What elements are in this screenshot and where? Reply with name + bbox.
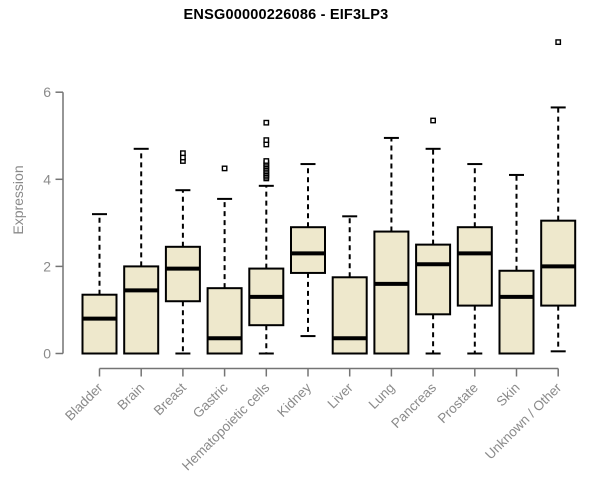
outlier-point [221, 165, 228, 172]
iqr-box [206, 287, 243, 355]
boxplot-unknown-other [540, 39, 577, 353]
x-tick-label-prostate: Prostate [435, 380, 481, 426]
boxplot-breast [164, 150, 201, 355]
iqr-box [498, 269, 535, 355]
boxplot-brain [123, 147, 160, 355]
iqr-box [81, 293, 118, 355]
boxplot-hematopoietic-cells [248, 119, 285, 355]
boxplot-prostate [456, 163, 493, 355]
boxplot-liver [331, 215, 368, 355]
x-tick-label-unknown-other: Unknown / Other [482, 380, 565, 463]
boxplot-kidney [290, 163, 326, 338]
iqr-box [290, 226, 326, 274]
outlier-point [555, 39, 562, 46]
boxplot-gastric [206, 165, 243, 355]
x-tick-label-kidney: Kidney [274, 380, 314, 420]
y-tick-label: 2 [43, 258, 51, 274]
x-tick-label-bladder: Bladder [62, 380, 106, 424]
x-tick-label-brain: Brain [114, 380, 147, 413]
outlier-point [263, 119, 270, 126]
iqr-box [123, 265, 160, 355]
chart-title: ENSG00000226086 - EIF3LP3 [183, 7, 389, 23]
boxplot-bladder [81, 213, 118, 355]
boxplot-lung [373, 136, 410, 355]
boxplot-pancreas [415, 117, 452, 355]
y-tick-label: 4 [43, 171, 51, 187]
outlier-point [179, 150, 186, 157]
iqr-box [415, 243, 452, 316]
y-tick-label: 6 [43, 84, 51, 100]
iqr-box [540, 219, 577, 307]
x-tick-label-lung: Lung [366, 380, 398, 412]
x-tick-label-breast: Breast [151, 380, 189, 418]
x-tick-label-pancreas: Pancreas [388, 380, 439, 431]
iqr-box [456, 226, 493, 307]
y-tick-label: 0 [43, 346, 51, 362]
boxplot-skin [498, 173, 535, 355]
outlier-point [263, 137, 270, 144]
iqr-box [373, 230, 410, 355]
iqr-box [331, 276, 368, 355]
outlier-point [263, 158, 270, 164]
iqr-box [164, 245, 201, 303]
x-tick-label-skin: Skin [493, 380, 522, 409]
x-tick-label-gastric: Gastric [190, 380, 231, 421]
x-tick-label-liver: Liver [325, 380, 357, 412]
outlier-point [430, 117, 436, 124]
